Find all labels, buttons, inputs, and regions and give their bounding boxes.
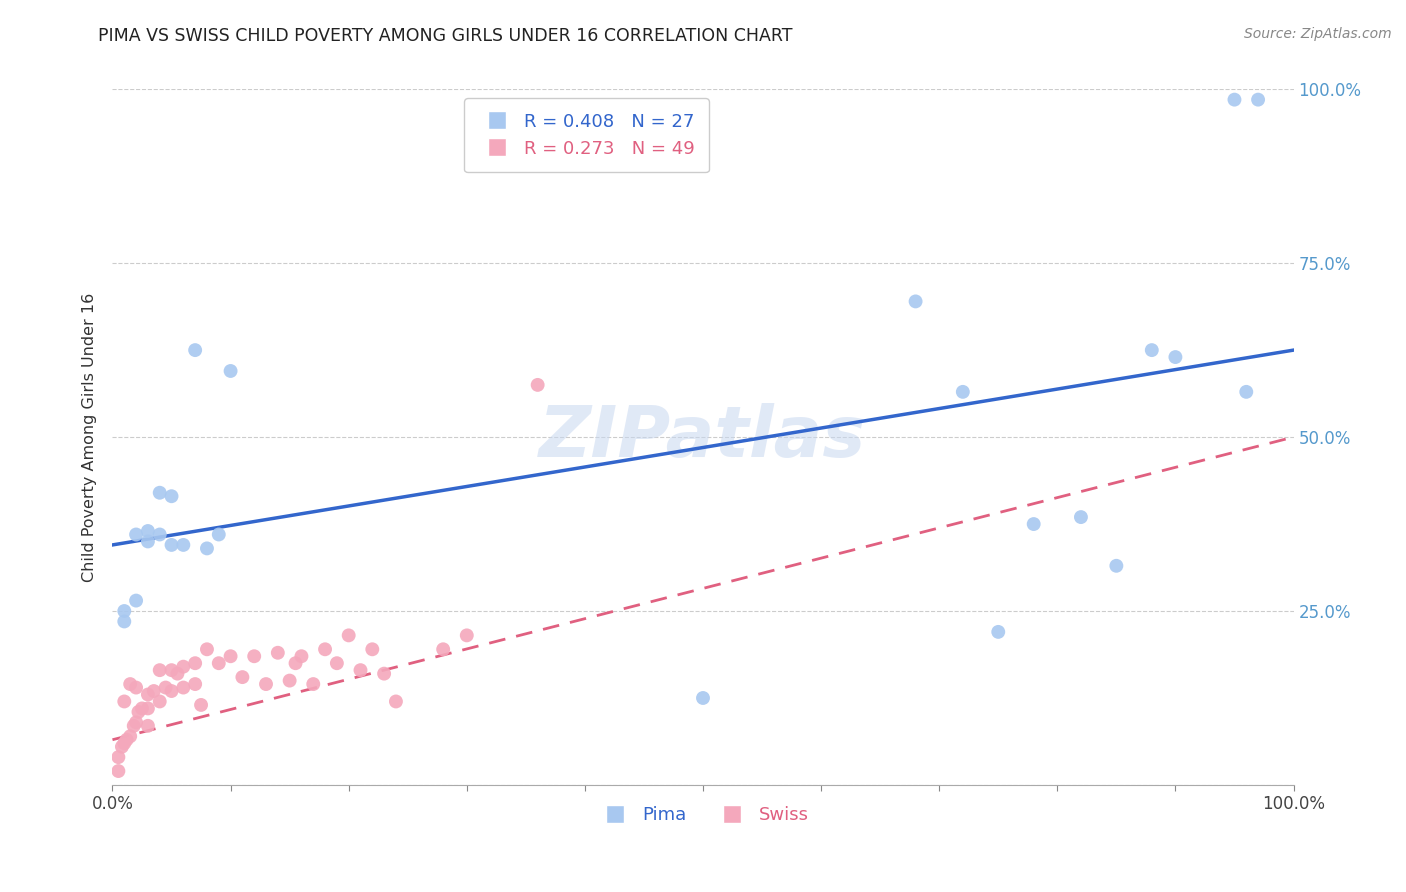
Legend: Pima, Swiss: Pima, Swiss <box>591 799 815 831</box>
Point <box>208 527 231 541</box>
Point <box>526 378 548 392</box>
Point <box>349 663 371 677</box>
Text: PIMA VS SWISS CHILD POVERTY AMONG GIRLS UNDER 16 CORRELATION CHART: PIMA VS SWISS CHILD POVERTY AMONG GIRLS … <box>98 27 793 45</box>
Point <box>107 750 129 764</box>
Point <box>155 681 177 695</box>
Point <box>172 681 194 695</box>
Point <box>122 719 145 733</box>
Point <box>1140 343 1163 357</box>
Point <box>125 527 148 541</box>
Y-axis label: Child Poverty Among Girls Under 16: Child Poverty Among Girls Under 16 <box>82 293 97 582</box>
Point <box>166 666 188 681</box>
Point <box>136 524 159 538</box>
Point <box>952 384 974 399</box>
Point <box>432 642 454 657</box>
Text: Source: ZipAtlas.com: Source: ZipAtlas.com <box>1244 27 1392 41</box>
Point <box>692 690 714 705</box>
Point <box>195 642 218 657</box>
Text: ZIPatlas: ZIPatlas <box>540 402 866 472</box>
Point <box>112 615 135 629</box>
Point <box>208 657 231 671</box>
Point <box>361 642 384 657</box>
Point <box>373 666 395 681</box>
Point <box>254 677 277 691</box>
Point <box>190 698 212 712</box>
Point <box>184 657 207 671</box>
Point <box>231 670 253 684</box>
Point <box>149 485 172 500</box>
Point <box>284 657 307 671</box>
Point <box>456 628 478 642</box>
Point <box>302 677 325 691</box>
Point <box>160 663 183 677</box>
Point <box>125 681 148 695</box>
Point <box>184 677 207 691</box>
Point <box>111 739 134 754</box>
Point <box>314 642 336 657</box>
Point <box>160 684 183 698</box>
Point <box>142 684 165 698</box>
Point <box>1234 384 1257 399</box>
Point <box>385 694 408 708</box>
Point <box>136 534 159 549</box>
Point <box>219 649 242 664</box>
Point <box>1070 510 1092 524</box>
Point <box>115 732 138 747</box>
Point <box>267 646 290 660</box>
Point <box>1223 93 1246 107</box>
Point <box>278 673 301 688</box>
Point <box>149 694 172 708</box>
Point <box>160 489 183 503</box>
Point <box>1022 516 1045 531</box>
Point <box>136 688 159 702</box>
Point <box>149 527 172 541</box>
Point <box>112 604 135 618</box>
Point <box>184 343 207 357</box>
Point <box>112 694 135 708</box>
Point <box>136 719 159 733</box>
Point <box>1105 558 1128 573</box>
Point <box>149 663 172 677</box>
Point <box>107 764 129 778</box>
Point <box>904 294 927 309</box>
Point <box>120 729 142 743</box>
Point <box>1164 350 1187 364</box>
Point <box>127 705 149 719</box>
Point <box>1247 93 1270 107</box>
Point <box>326 657 349 671</box>
Point <box>243 649 266 664</box>
Point <box>120 677 142 691</box>
Point <box>160 538 183 552</box>
Point <box>172 538 194 552</box>
Point <box>987 624 1010 639</box>
Point <box>337 628 360 642</box>
Point <box>136 701 159 715</box>
Point <box>125 593 148 607</box>
Point <box>172 659 194 673</box>
Point <box>219 364 242 378</box>
Point <box>131 701 153 715</box>
Point <box>290 649 312 664</box>
Point <box>195 541 218 556</box>
Point <box>125 715 148 730</box>
Point <box>112 736 135 750</box>
